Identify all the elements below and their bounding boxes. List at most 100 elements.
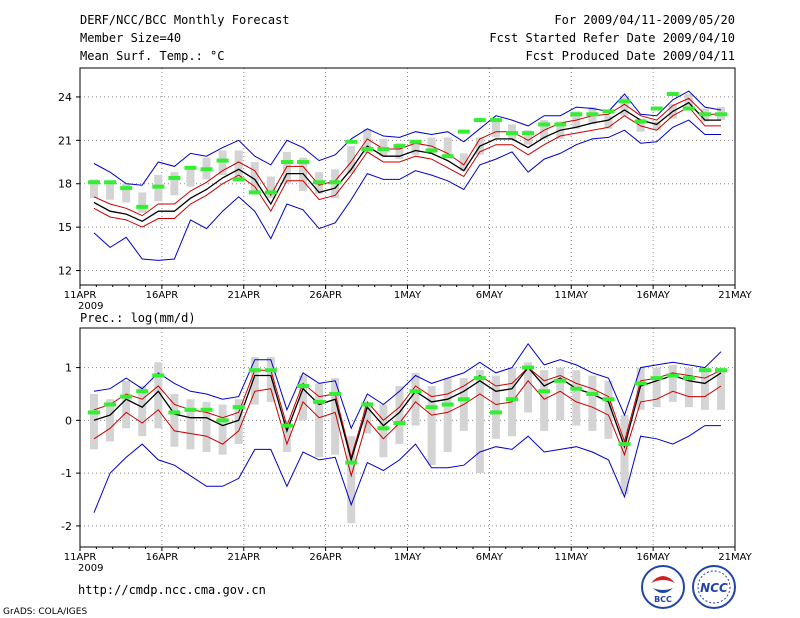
temperature-obs-marker xyxy=(650,106,663,111)
member-size-label: Member Size=40 xyxy=(80,31,181,45)
precipitation-obs-marker xyxy=(473,376,486,381)
precipitation-spread-box xyxy=(717,367,725,410)
temperature-spread-box xyxy=(90,179,98,199)
temperature-obs-marker xyxy=(120,186,133,191)
variable-label: Mean Surf. Temp.: °C xyxy=(80,49,225,63)
precipitation-year-label: 2009 xyxy=(78,563,103,574)
temperature-spread-box xyxy=(234,150,243,178)
temperature-xtick-label: 6MAY xyxy=(476,290,504,301)
website-url[interactable]: http://cmdp.ncc.cma.gov.cn xyxy=(78,583,266,597)
precipitation-spread-box xyxy=(363,401,372,434)
temperature-obs-marker xyxy=(200,167,213,172)
temperature-spread-box xyxy=(347,146,356,174)
temperature-obs-marker xyxy=(554,122,567,127)
precipitation-xtick-label: 21MAY xyxy=(718,552,752,563)
temperature-spread-box xyxy=(427,137,436,154)
temperature-max-line xyxy=(93,90,722,186)
precipitation-obs-marker xyxy=(329,391,342,396)
precipitation-spread-box xyxy=(524,362,533,413)
temperature-ytick-label: 21 xyxy=(58,134,72,147)
temperature-obs-marker xyxy=(168,175,181,180)
precipitation-obs-marker xyxy=(538,389,551,394)
temperature-obs-marker xyxy=(248,190,261,195)
precipitation-obs-marker xyxy=(313,399,326,404)
temperature-xtick-label: 21MAY xyxy=(718,290,752,301)
temperature-obs-marker xyxy=(377,147,390,152)
precipitation-obs-marker xyxy=(393,420,406,425)
precipitation-spread-box xyxy=(315,383,324,458)
precipitation-ytick-label: -1 xyxy=(61,467,72,480)
precipitation-spread-box xyxy=(202,401,211,453)
precipitation-obs-marker xyxy=(489,410,502,415)
precipitation-obs-marker xyxy=(682,376,695,381)
fcst-produced-label: Fcst Produced Date 2009/04/11 xyxy=(525,49,735,63)
temperature-obs-marker xyxy=(682,106,695,111)
temperature-xtick-label: 21APR xyxy=(227,290,260,301)
precipitation-spread-box xyxy=(379,404,388,458)
precipitation-xtick-label: 11MAY xyxy=(554,552,588,563)
precipitation-obs-marker xyxy=(618,442,631,447)
bcc-logo-ring xyxy=(641,565,685,609)
precipitation-spread-box xyxy=(347,436,356,524)
bcc-logo-swirl-red xyxy=(651,576,675,583)
precipitation-spread-box xyxy=(250,357,259,405)
precipitation-obs-marker xyxy=(570,386,583,391)
temperature-spread-box xyxy=(540,120,549,139)
precipitation-obs-marker xyxy=(425,405,438,410)
precipitation-ytick-label: 0 xyxy=(65,414,72,427)
precipitation-obs-marker xyxy=(441,402,454,407)
precipitation-obs-marker xyxy=(715,368,727,373)
temperature-spread-box xyxy=(250,162,259,191)
precipitation-obs-marker xyxy=(264,368,277,373)
precipitation-spread-box xyxy=(331,378,340,455)
precipitation-spread-box xyxy=(122,380,131,429)
temperature-obs-marker xyxy=(538,122,551,127)
precipitation-obs-marker xyxy=(88,410,100,415)
precipitation-spread-box xyxy=(652,367,661,408)
temperature-obs-marker xyxy=(522,131,535,136)
precipitation-obs-marker xyxy=(297,384,309,389)
precipitation-spread-box xyxy=(90,393,98,450)
precipitation-spread-box xyxy=(684,367,693,408)
temperature-spread-box xyxy=(138,192,147,213)
temperature-obs-marker xyxy=(489,118,502,123)
temperature-spread-box xyxy=(106,180,115,200)
temperature-obs-marker xyxy=(216,158,229,163)
temperature-obs-marker xyxy=(104,180,117,185)
temperature-obs-marker xyxy=(232,177,245,182)
bcc-logo: BCC xyxy=(641,565,685,609)
precipitation-xtick-label: 1MAY xyxy=(394,552,422,563)
precipitation-spread-box xyxy=(299,375,307,421)
precipitation-obs-marker xyxy=(666,373,679,378)
temperature-obs-marker xyxy=(184,165,197,170)
temperature-year-label: 2009 xyxy=(78,301,103,312)
temperature-obs-marker xyxy=(441,154,454,159)
precipitation-xtick-label: 6MAY xyxy=(476,552,504,563)
precipitation-spread-box xyxy=(282,420,291,453)
precipitation-obs-marker xyxy=(216,418,229,423)
precipitation-xtick-label: 26APR xyxy=(309,552,342,563)
temperature-spread-box xyxy=(604,115,613,129)
temperature-xtick-label: 11APR xyxy=(64,290,97,301)
precipitation-spread-box xyxy=(138,386,147,437)
temperature-obs-marker xyxy=(409,139,422,144)
temperature-spread-box xyxy=(170,172,179,196)
precipitation-lower-line xyxy=(93,380,722,478)
precipitation-obs-marker xyxy=(506,397,518,402)
temperature-obs-marker xyxy=(506,131,518,136)
precipitation-spread-box xyxy=(186,399,195,450)
precipitation-spread-box xyxy=(266,357,275,402)
precipitation-spread-box xyxy=(106,399,115,442)
bcc-logo-text: BCC xyxy=(654,595,672,604)
precipitation-spread-box xyxy=(604,380,613,439)
precipitation-spread-box xyxy=(427,386,436,466)
temperature-spread-box xyxy=(395,143,404,160)
precipitation-spread-box xyxy=(491,375,500,439)
temperature-upper-line xyxy=(93,97,721,217)
precipitation-spread-box xyxy=(395,386,404,445)
temperature-xtick-label: 11MAY xyxy=(554,290,588,301)
ncc-logo-text: NCC xyxy=(700,581,728,595)
temperature-obs-marker xyxy=(136,204,149,209)
precipitation-obs-marker xyxy=(345,460,358,465)
